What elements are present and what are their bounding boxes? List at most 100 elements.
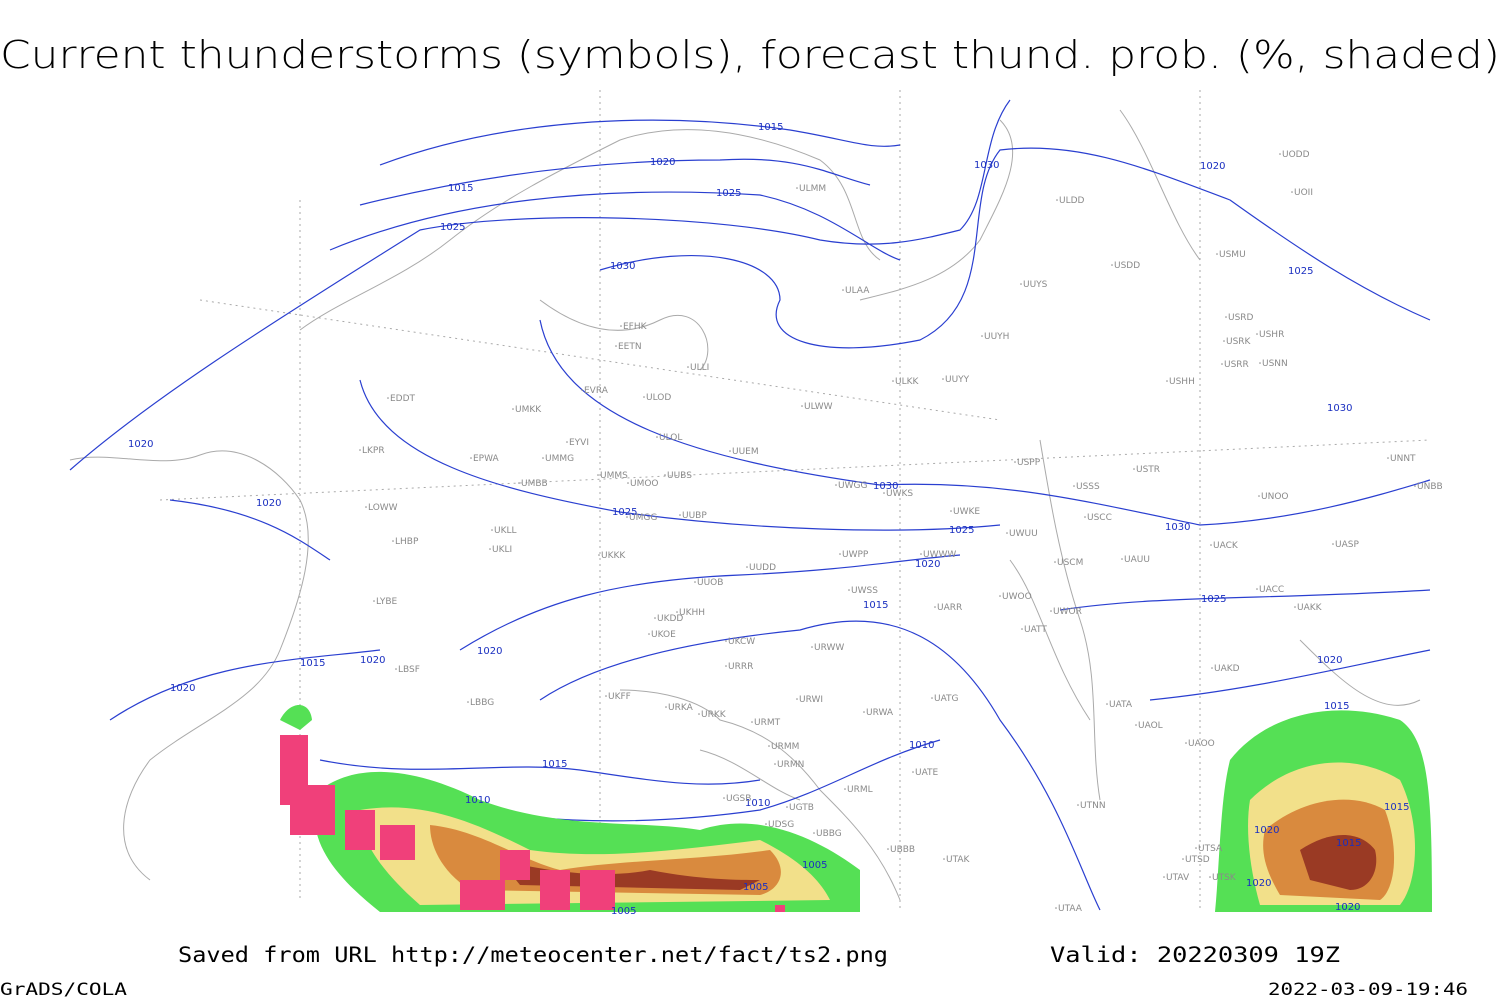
station-dot	[626, 516, 628, 518]
station-label: LBSF	[398, 665, 420, 675]
station-label: USHR	[1259, 330, 1284, 340]
isobar-label: 1015	[758, 122, 783, 133]
station-dot	[1050, 610, 1052, 612]
timestamp: 2022-03-09-19:46	[1268, 980, 1468, 1000]
station-label: USRK	[1226, 337, 1252, 347]
station-label: UATE	[915, 768, 939, 778]
station-label: USCM	[1057, 558, 1083, 568]
title: Current thunderstorms (symbols), forecas…	[0, 33, 1500, 77]
station-label: UAKK	[1297, 603, 1323, 613]
station-label: ULOD	[646, 393, 671, 403]
station-dot	[1021, 628, 1023, 630]
station-label: EVRA	[584, 386, 609, 396]
isobar-label: 1025	[1201, 594, 1226, 605]
station-dot	[489, 548, 491, 550]
station-label: UKDD	[657, 614, 683, 624]
station-dot	[598, 554, 600, 556]
isobar-label: 1010	[465, 795, 490, 806]
station-dot	[1209, 876, 1211, 878]
station-label: EPWA	[473, 454, 500, 464]
station-dot	[842, 289, 844, 291]
station-label: UGSB	[726, 794, 751, 804]
station-dot	[1256, 333, 1258, 335]
isobar-label: 1015	[448, 183, 473, 194]
station-dot	[648, 633, 650, 635]
station-dot	[765, 823, 767, 825]
station-dot	[981, 335, 983, 337]
station-label: UAOL	[1138, 721, 1163, 731]
station-dot	[656, 436, 658, 438]
station-dot	[512, 408, 514, 410]
station-label: UUBS	[667, 471, 692, 481]
station-label: UATT	[1024, 625, 1047, 635]
isobar-label: 1005	[611, 906, 636, 917]
station-label: UOII	[1294, 188, 1313, 198]
station-label: UASP	[1335, 540, 1359, 550]
station-label: USNN	[1262, 359, 1288, 369]
station-label: USRR	[1224, 360, 1249, 370]
station-dot	[566, 441, 568, 443]
station-dot	[664, 474, 666, 476]
station-dot	[615, 345, 617, 347]
station-label: UWOR	[1053, 607, 1082, 617]
saved-url: Saved from URL http://meteocenter.net/fa…	[178, 943, 888, 967]
station-label: USSS	[1076, 482, 1100, 492]
station-dot	[643, 396, 645, 398]
station-dot	[1221, 363, 1223, 365]
software: GrADS/COLA	[0, 980, 127, 1000]
station-dot	[725, 640, 727, 642]
station-label: UKHH	[679, 608, 705, 618]
station-dot	[801, 405, 803, 407]
station-label: LBBG	[470, 698, 494, 708]
station-dot	[581, 389, 583, 391]
station-dot	[365, 506, 367, 508]
station-label: UMOO	[630, 479, 659, 489]
station-dot	[746, 566, 748, 568]
station-dot	[1291, 191, 1293, 193]
station-label: ULLI	[690, 363, 709, 373]
station-dot	[627, 482, 629, 484]
isobar-label: 1020	[1246, 878, 1271, 889]
station-dot	[1332, 543, 1334, 545]
station-label: URKA	[668, 703, 694, 713]
station-dot	[1259, 362, 1261, 364]
station-label: UDSG	[768, 820, 794, 830]
isobar-label: 1015	[1324, 701, 1349, 712]
valid-time: Valid: 20220309 19Z	[1050, 943, 1340, 967]
isobar-label: 1020	[360, 655, 385, 666]
isobar-label: 1015	[863, 600, 888, 611]
station-label: UUEM	[732, 447, 759, 457]
station-dot	[698, 713, 700, 715]
station-label: UUYS	[1023, 280, 1048, 290]
station-label: EFHK	[623, 322, 648, 332]
station-dot	[1111, 264, 1113, 266]
station-label: UAKD	[1214, 664, 1240, 674]
station-label: ULDD	[1059, 196, 1085, 206]
station-dot	[1084, 516, 1086, 518]
isobar-label: 1025	[716, 188, 741, 199]
station-label: USTR	[1136, 465, 1160, 475]
isobar-label: 1015	[300, 658, 325, 669]
station-dot	[679, 514, 681, 516]
station-dot	[1216, 253, 1218, 255]
station-label: URMT	[754, 718, 781, 728]
station-dot	[839, 553, 841, 555]
station-label: UKLL	[494, 526, 517, 536]
station-label: UKOE	[651, 630, 676, 640]
station-dot	[1387, 457, 1389, 459]
station-label: URMM	[771, 742, 799, 752]
station-dot	[395, 668, 397, 670]
station-dot	[373, 600, 375, 602]
station-dot	[491, 529, 493, 531]
station-dot	[1056, 199, 1058, 201]
station-dot	[392, 540, 394, 542]
station-dot	[1006, 532, 1008, 534]
isobar-label: 1015	[542, 759, 567, 770]
station-dot	[934, 606, 936, 608]
station-dot	[920, 553, 922, 555]
station-dot	[518, 482, 520, 484]
isobar-label: 1020	[256, 498, 281, 509]
isobar-label: 1030	[610, 261, 635, 272]
isobar-label: 1020	[477, 646, 502, 657]
coastlines	[69, 90, 1431, 910]
